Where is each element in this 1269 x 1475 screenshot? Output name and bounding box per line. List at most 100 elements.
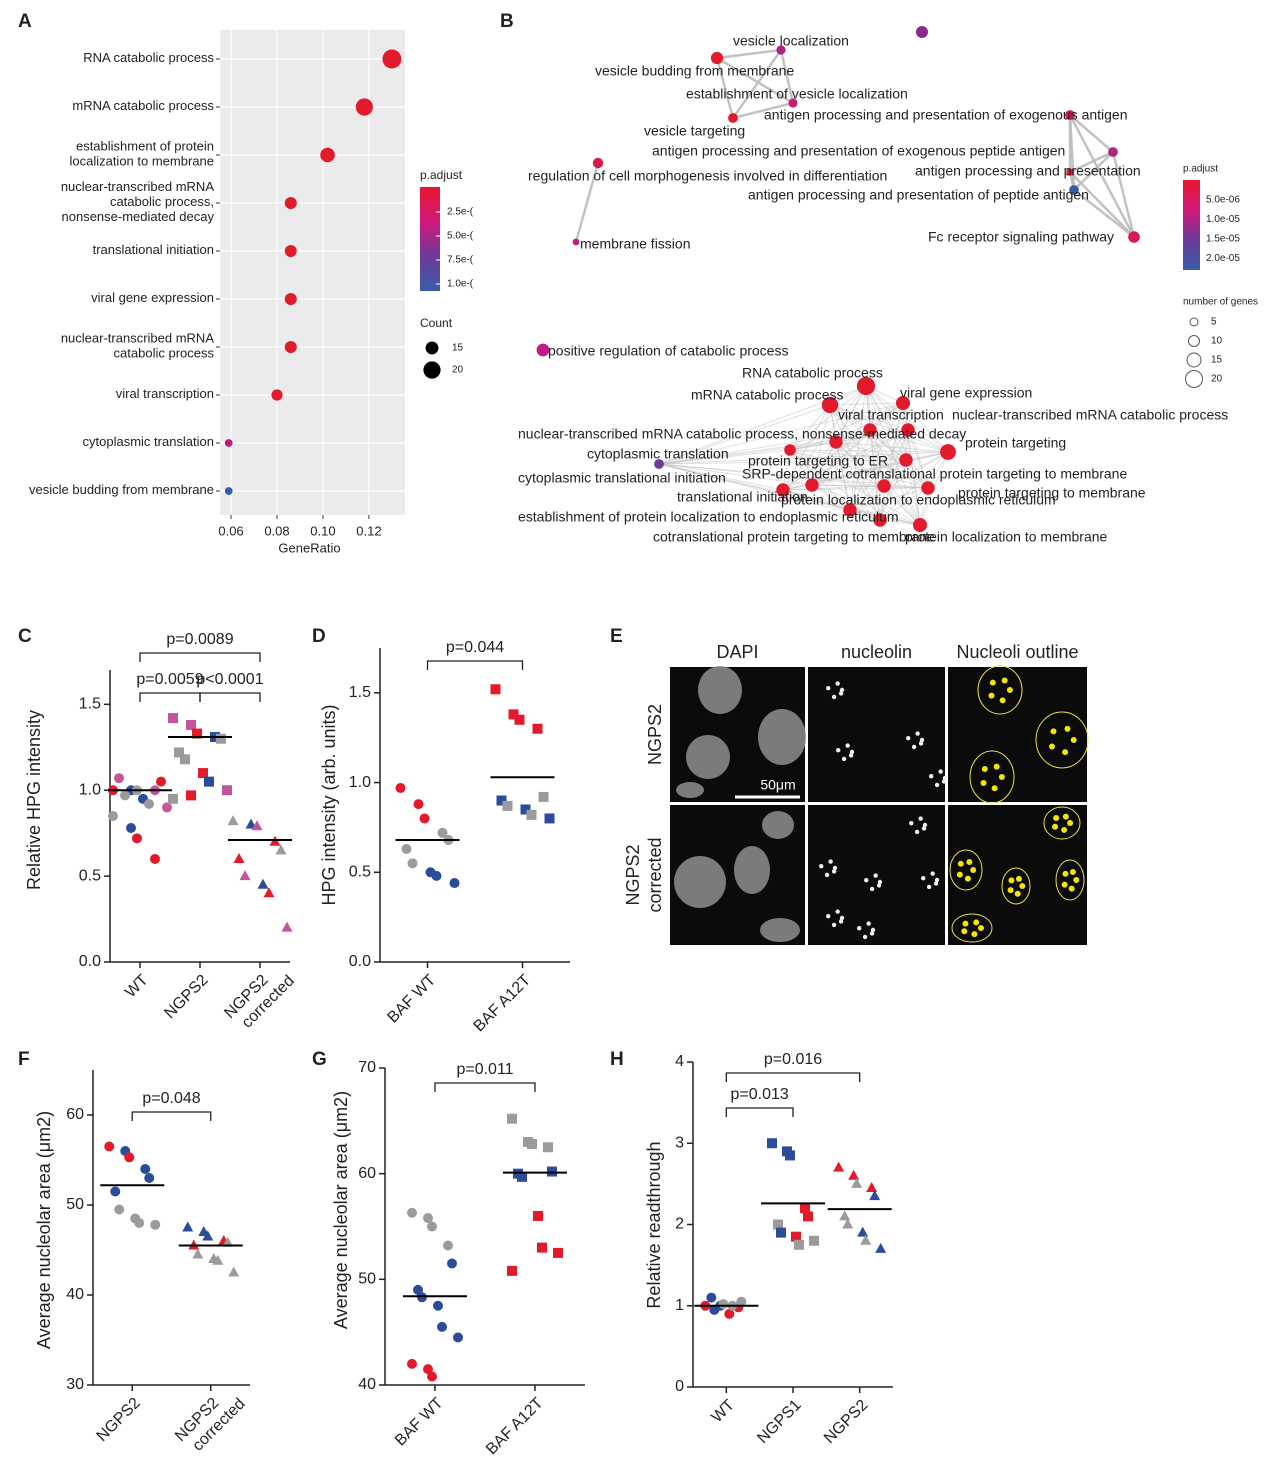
nucleolus (1061, 826, 1068, 833)
y-axis-title: HPG intensity (arb. units) (319, 704, 339, 905)
y-tick-label-line: viral gene expression (91, 290, 214, 305)
node-label: antigen processing and presentation of e… (652, 143, 1065, 159)
nucleolus (836, 748, 841, 753)
nucleolus (831, 922, 837, 928)
nucleolus (973, 919, 980, 926)
panel-letter: D (312, 626, 326, 647)
network-edge (849, 487, 929, 511)
data-point (114, 773, 124, 784)
nucleus (686, 735, 730, 779)
y-tick-label: 1.0 (79, 781, 101, 798)
data-point (437, 827, 448, 838)
nucleolus (831, 694, 837, 700)
network-edge (789, 385, 867, 451)
nucleolus (1050, 728, 1057, 735)
y-tick-label: translational initiation (93, 242, 214, 257)
x-tick-label: WT (709, 1397, 739, 1427)
y-tick-label-line: vesicle budding from membrane (29, 482, 214, 497)
data-point (502, 800, 513, 811)
data-point (202, 1230, 214, 1241)
y-tick-label: 2 (675, 1216, 684, 1233)
network-node (805, 478, 819, 492)
network-edge (658, 463, 885, 487)
data-point (532, 723, 543, 734)
network-edge (658, 441, 837, 465)
legend-label: 1.5e-05 (1206, 234, 1240, 245)
data-point (198, 768, 208, 779)
network-edge (829, 404, 949, 453)
network-edge (829, 404, 909, 431)
data-point (108, 811, 118, 821)
node-label: antigen processing and presentation (915, 163, 1141, 179)
network-node (1069, 185, 1079, 195)
network-edge (658, 463, 851, 511)
y-tick-label: 60 (66, 1106, 84, 1123)
network-node (863, 423, 877, 437)
data-point (275, 844, 287, 855)
nucleolus (864, 878, 869, 883)
network-node (940, 444, 956, 460)
network-edge (782, 487, 929, 491)
nucleolus (845, 743, 850, 748)
network-edge (789, 449, 949, 453)
nucleolus (918, 741, 924, 746)
data-point (124, 1152, 135, 1163)
y-tick-label: 30 (66, 1376, 84, 1393)
y-tick-label: 50 (358, 1271, 376, 1288)
data-point (514, 714, 525, 725)
nucleolus (1019, 883, 1026, 889)
nucleolus (877, 879, 883, 885)
x-tick-label: NGPS2 (821, 1397, 871, 1447)
legend-title: number of genes (1183, 297, 1258, 308)
network-edge (879, 459, 907, 521)
network-edge (779, 49, 795, 104)
network-edge (782, 449, 791, 491)
data-point (150, 853, 160, 864)
network-edge (907, 429, 929, 489)
node-label: antigen processing and presentation of p… (748, 187, 1089, 203)
data-point (401, 843, 412, 854)
data-point (126, 823, 136, 834)
data-point (869, 1190, 881, 1201)
nucleolus (930, 871, 935, 876)
dot (284, 244, 297, 258)
data-point (413, 799, 424, 810)
y-tick-label-line: localization to membrane (69, 154, 214, 169)
network-edge (789, 449, 851, 511)
network-node (896, 396, 910, 410)
network-edge (835, 441, 881, 521)
row-label: NGPS2 (645, 704, 665, 765)
network-edge (658, 449, 791, 465)
network-edge (789, 449, 885, 487)
nucleolus (909, 821, 914, 826)
nucleolus (835, 681, 840, 686)
network-edge (849, 451, 949, 511)
network-edge (869, 429, 907, 461)
data-point (857, 1226, 869, 1237)
data-point (212, 1254, 224, 1265)
legend-title: p.adjust (1183, 164, 1218, 175)
network-edge (849, 429, 909, 511)
legend-size (425, 341, 439, 355)
network-node (1066, 168, 1074, 176)
data-point (496, 795, 507, 806)
node-label: viral transcription (838, 407, 944, 423)
network-edge (789, 404, 831, 451)
x-tick-label-line: BAF A12T (471, 972, 535, 1036)
nucleolus (1015, 875, 1022, 882)
node-label: protein targeting to ER (748, 453, 888, 469)
network-edge (849, 485, 885, 511)
legend-label: 7.5e-( (447, 255, 474, 266)
panel-letter: F (18, 1049, 30, 1070)
nucleolus (980, 780, 987, 787)
data-point (537, 1242, 547, 1253)
network-node (592, 157, 604, 169)
network-edge (782, 489, 881, 521)
dot (320, 147, 335, 163)
network-edge (907, 429, 921, 526)
data-point (192, 728, 202, 739)
nucleolus (831, 869, 837, 874)
network-edge (732, 101, 794, 120)
x-tick-label: NGPS1 (754, 1397, 804, 1447)
network-node (536, 343, 550, 357)
